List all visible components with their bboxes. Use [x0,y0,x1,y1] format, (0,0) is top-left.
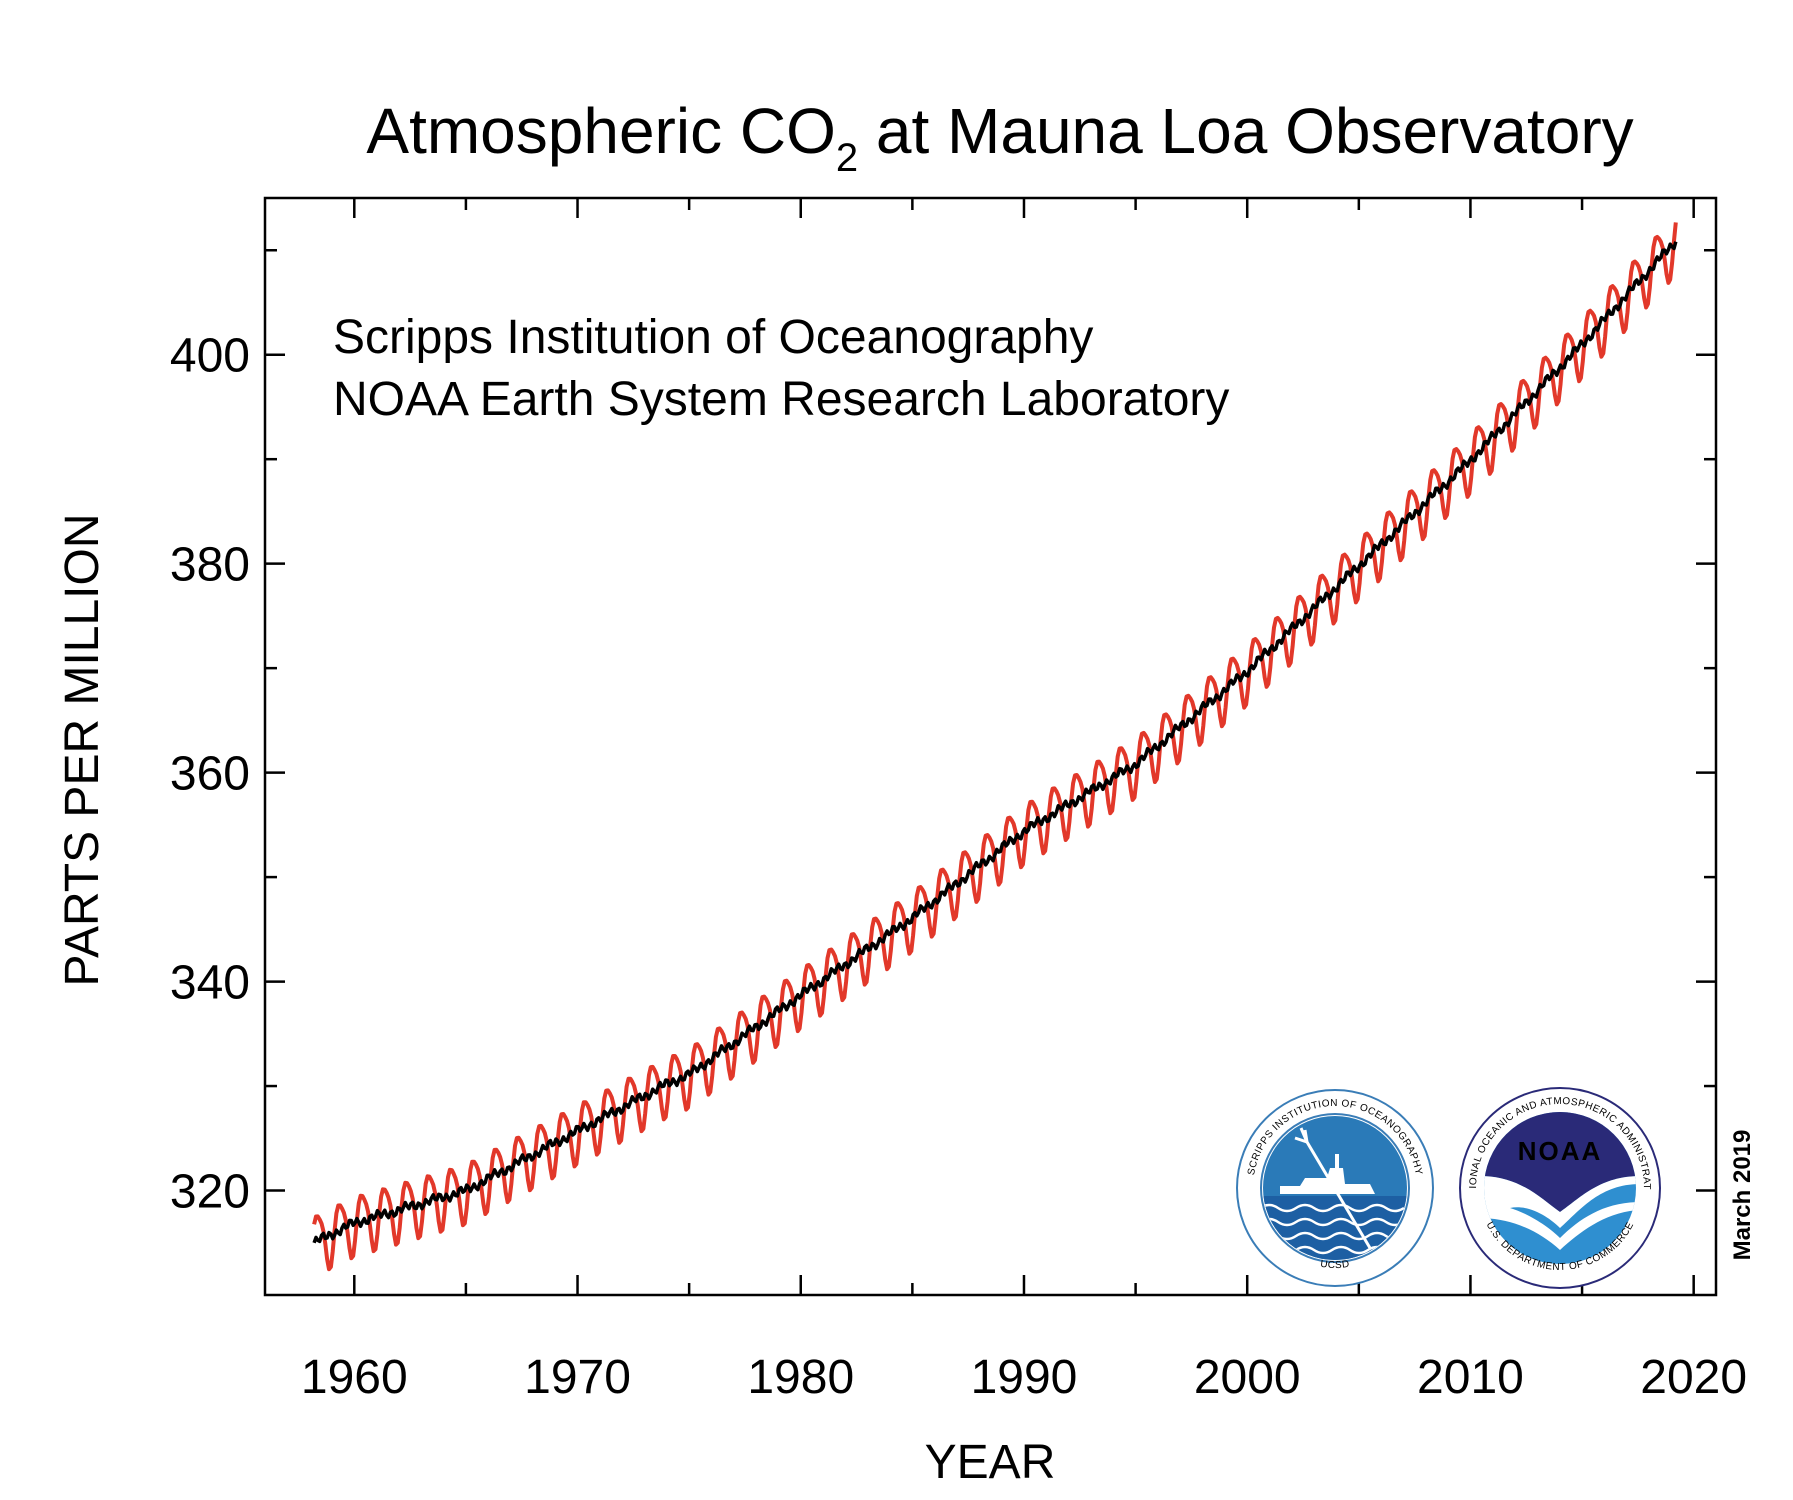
y-tick-labels: 320 340 360 380 400 [170,330,250,1219]
noaa-wordmark: NOAA [1518,1136,1603,1166]
credit-line-noaa: NOAA Earth System Research Laboratory [333,373,1229,426]
scripps-trident [1305,1141,1372,1249]
y-tick-label-320: 320 [170,1166,250,1219]
y-tick-label-360: 360 [170,748,250,801]
scripps-inner-ring [1260,1113,1410,1263]
chart-title: Atmospheric CO2 at Mauna Loa Observatory [366,95,1633,180]
chart-title-suffix: at Mauna Loa Observatory [858,95,1634,167]
scripps-logo: SCRIPPS INSTITUTION OF OCEANOGRAPHY UCSD [1236,1089,1434,1287]
date-stamp: March 2019 [1729,1130,1756,1261]
plot-frame [263,196,1718,1297]
x-axis-label: YEAR [925,1436,1056,1489]
x-tick-label-1960: 1960 [301,1351,408,1404]
y-tick-label-340: 340 [170,957,250,1010]
noaa-bird [1484,1176,1636,1250]
series-layer [312,222,1678,1272]
credit-line-scripps: Scripps Institution of Oceanography [333,311,1093,364]
chart-title-subscript: 2 [836,136,858,180]
scripps-bottom-text: UCSD [1320,1259,1351,1271]
noaa-logo: NOAA NATIONAL OCEANIC AND ATMOSPHERIC AD… [1459,1087,1661,1289]
series-trend-line [312,241,1678,1244]
scripps-ship [1280,1168,1375,1194]
scripps-waves [1263,1203,1405,1255]
axis-ticks [265,198,1716,1295]
x-tick-label-2000: 2000 [1194,1351,1301,1404]
chart-title-main: Atmospheric CO [366,95,835,167]
x-tick-label-2020: 2020 [1640,1351,1747,1404]
x-tick-label-1970: 1970 [524,1351,631,1404]
x-tick-label-2010: 2010 [1417,1351,1524,1404]
y-axis-label: PARTS PER MILLION [56,513,109,986]
y-tick-label-400: 400 [170,330,250,383]
y-tick-label-380: 380 [170,539,250,592]
x-tick-label-1980: 1980 [747,1351,854,1404]
x-tick-labels: 1960 1970 1980 1990 2000 2010 2020 [301,1351,1747,1404]
noaa-top-field [1484,1112,1636,1212]
x-tick-label-1990: 1990 [971,1351,1078,1404]
